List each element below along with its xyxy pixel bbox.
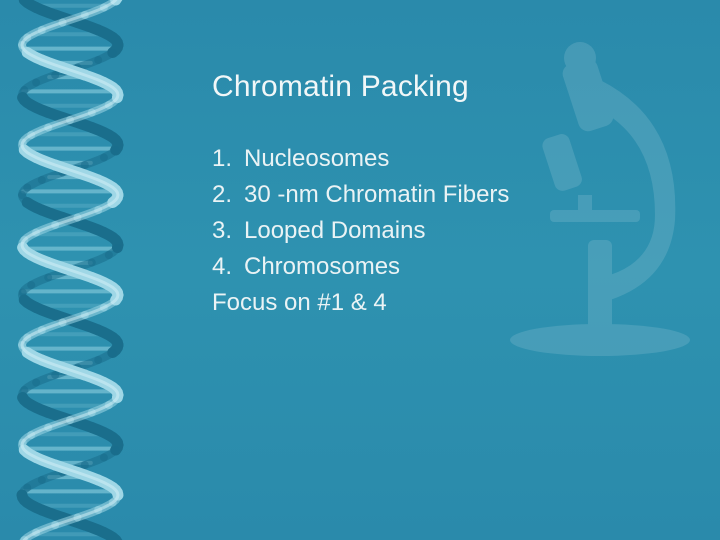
list-text: 30 -nm Chromatin Fibers xyxy=(244,181,509,208)
list-text: Nucleosomes xyxy=(244,145,389,172)
list-num: 4. xyxy=(212,250,244,284)
slide-title: Chromatin Packing xyxy=(212,70,509,104)
content-block: Chromatin Packing 1.Nucleosomes 2.30 -nm… xyxy=(212,70,509,320)
focus-line: Focus on #1 & 4 xyxy=(212,286,509,320)
dna-helix-graphic xyxy=(0,0,180,540)
microscope-icon xyxy=(500,40,700,360)
list-num: 2. xyxy=(212,178,244,212)
list-num: 1. xyxy=(212,142,244,176)
list-item: 1.Nucleosomes xyxy=(212,142,509,176)
list-item: 3.Looped Domains xyxy=(212,214,509,248)
list-item: 4.Chromosomes xyxy=(212,250,509,284)
list-text: Chromosomes xyxy=(244,253,400,280)
list-num: 3. xyxy=(212,214,244,248)
list-item: 2.30 -nm Chromatin Fibers xyxy=(212,178,509,212)
slide: Chromatin Packing 1.Nucleosomes 2.30 -nm… xyxy=(0,0,720,540)
list-text: Looped Domains xyxy=(244,217,425,244)
numbered-list: 1.Nucleosomes 2.30 -nm Chromatin Fibers … xyxy=(212,142,509,284)
